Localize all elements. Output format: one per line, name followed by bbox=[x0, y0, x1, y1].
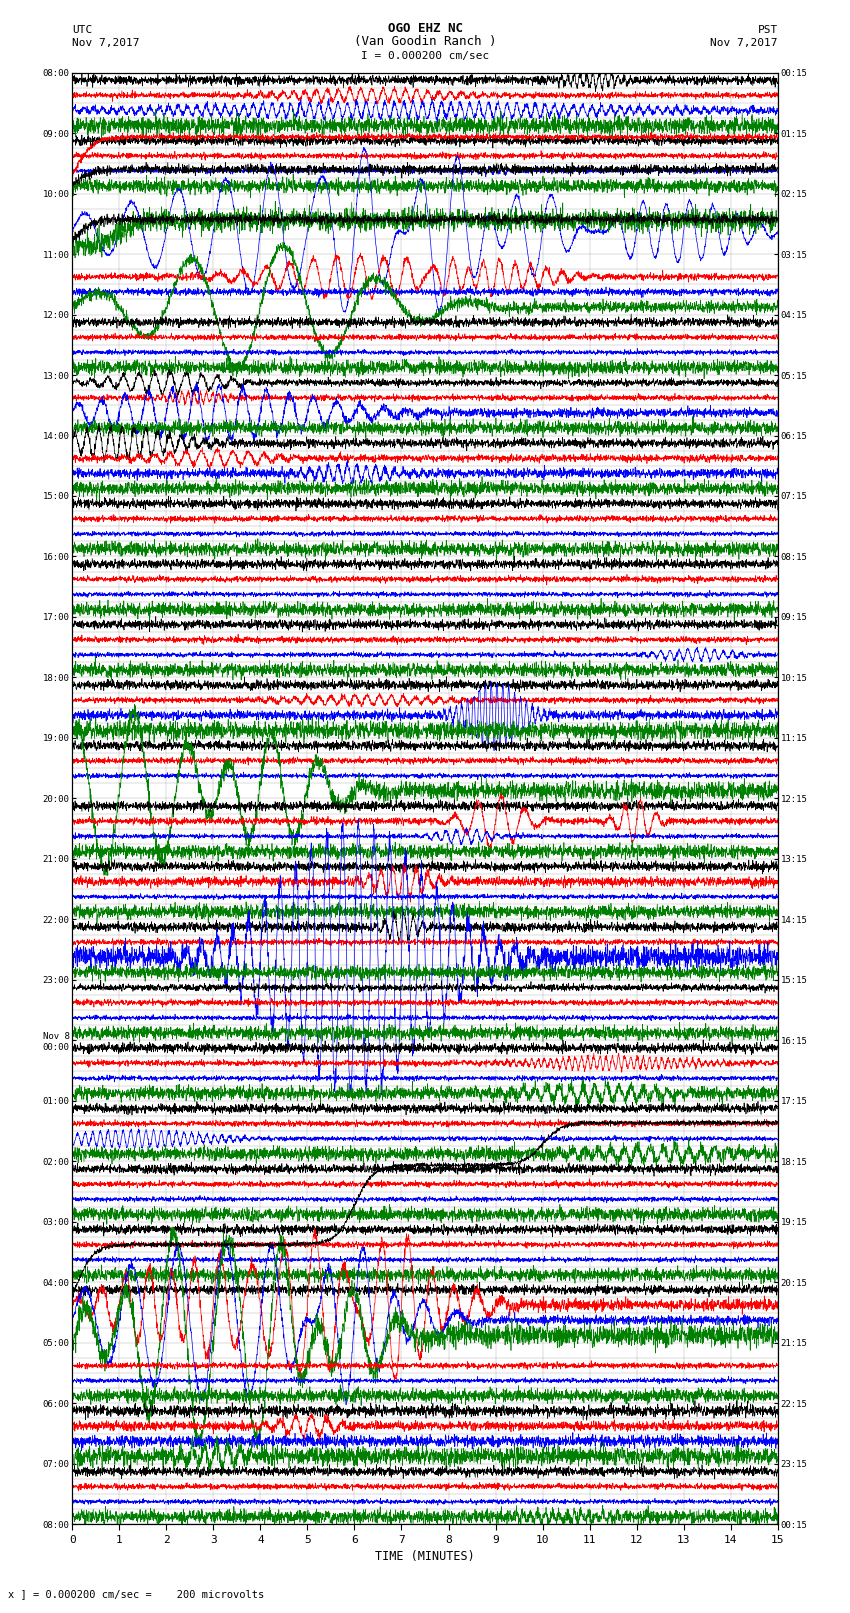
Text: Nov 7,2017: Nov 7,2017 bbox=[711, 39, 778, 48]
Text: UTC: UTC bbox=[72, 24, 93, 35]
Text: PST: PST bbox=[757, 24, 778, 35]
Text: x ] = 0.000200 cm/sec =    200 microvolts: x ] = 0.000200 cm/sec = 200 microvolts bbox=[8, 1589, 264, 1598]
Text: I = 0.000200 cm/sec: I = 0.000200 cm/sec bbox=[361, 52, 489, 61]
Text: OGO EHZ NC: OGO EHZ NC bbox=[388, 21, 462, 35]
X-axis label: TIME (MINUTES): TIME (MINUTES) bbox=[375, 1550, 475, 1563]
Text: Nov 7,2017: Nov 7,2017 bbox=[72, 39, 139, 48]
Text: (Van Goodin Ranch ): (Van Goodin Ranch ) bbox=[354, 35, 496, 48]
